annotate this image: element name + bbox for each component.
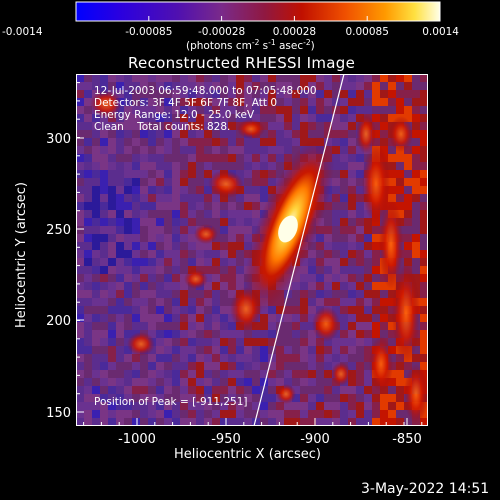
- colorbar-tick-label: -0.0014: [2, 26, 43, 38]
- y-axis-tick-label: 200: [46, 314, 71, 329]
- colorbar-tick-label: -0.00028: [198, 26, 245, 38]
- colorbar-ticks: -0.0014 -0.00085 -0.00028 0.00028 0.00085 0.0…: [2, 16, 459, 38]
- limb-line: [253, 74, 345, 426]
- y-axis-tick-label: 250: [46, 223, 71, 238]
- x-axis-tick-label: -1000: [118, 432, 156, 447]
- info-time-range: 12-Jul-2003 06:59:48.000 to 07:05:48.000: [94, 85, 317, 97]
- colorbar: -0.0014 -0.00085 -0.00028 0.00028 0.00085 0.0…: [2, 1, 459, 38]
- y-axis-tick-label: 150: [46, 406, 71, 421]
- colorbar-units: (photons cm-2 s-1 asec-2): [186, 38, 315, 52]
- axis-ticks: -1000 -950 -900 -850 150 200 250 300: [46, 82, 423, 447]
- date-stamp: 3-May-2022 14:51: [361, 481, 490, 497]
- colorbar-gradient: [75, 1, 441, 22]
- peak-position: Position of Peak = [-911,251]: [94, 396, 248, 408]
- x-axis-label: Heliocentric X (arcsec): [174, 447, 321, 462]
- colorbar-tick-label: 0.00028: [273, 26, 316, 38]
- info-detectors: Detectors: 3F 4F 5F 6F 7F 8F, Att 0: [94, 97, 278, 109]
- info-energy-range: Energy Range: 12.0 - 25.0 keV: [94, 109, 255, 121]
- colorbar-tick-label: 0.0014: [422, 26, 459, 38]
- plot-frame: [76, 74, 428, 426]
- x-axis-tick-label: -900: [300, 432, 330, 447]
- x-axis-tick-label: -850: [392, 432, 422, 447]
- y-axis-label: Heliocentric Y (arcsec): [14, 182, 29, 328]
- colorbar-tick-label: -0.00085: [125, 26, 172, 38]
- x-axis-tick-label: -950: [211, 432, 241, 447]
- plot-title: Reconstructed RHESSI Image: [128, 54, 356, 72]
- rhessi-image: [76, 74, 428, 426]
- emission-blobs: [90, 90, 428, 424]
- colorbar-tick-label: 0.00085: [345, 26, 388, 38]
- y-axis-tick-label: 300: [46, 132, 71, 147]
- info-clean-counts: Clean Total counts: 828.: [94, 121, 231, 133]
